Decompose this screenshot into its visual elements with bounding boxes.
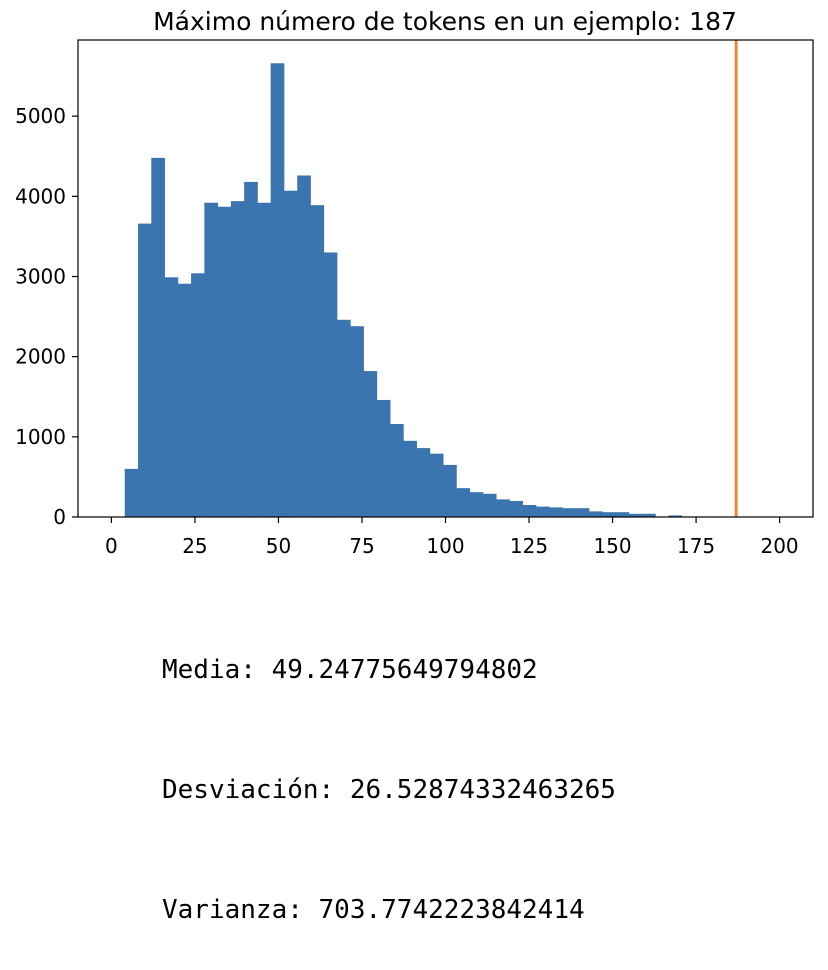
histogram-bar (496, 499, 510, 517)
histogram-bar (270, 63, 285, 517)
histogram-bar (217, 206, 232, 517)
histogram-bar (350, 326, 364, 517)
histogram-bar (535, 506, 550, 517)
histogram-bar (615, 512, 630, 517)
histogram-bar (177, 283, 192, 517)
histogram-bar (628, 513, 643, 517)
histogram-bar (482, 493, 497, 517)
histogram-bar (416, 448, 431, 517)
histogram-bar (390, 424, 404, 517)
x-tick-label: 50 (266, 534, 291, 558)
histogram-bar (642, 513, 656, 517)
histogram-bar (562, 508, 577, 517)
histogram-bar (429, 453, 444, 517)
histogram-bar (204, 202, 219, 518)
histogram-bar (138, 223, 152, 517)
x-tick-label: 100 (426, 534, 464, 558)
histogram-bar (549, 507, 563, 517)
histogram-bar (230, 201, 245, 517)
y-tick-label: 5000 (15, 104, 66, 128)
histogram-bar (456, 488, 471, 517)
histogram-bar (363, 371, 378, 517)
histogram-bar (244, 181, 258, 517)
y-axis: 0 1000 2000 3000 4000 5000 (15, 104, 78, 529)
histogram-bar (588, 511, 603, 517)
mean-text: Media: 49.24775649794802 (162, 655, 538, 685)
histogram-bar (151, 157, 165, 517)
histogram-bar (509, 500, 524, 517)
y-tick-label: 0 (53, 505, 66, 529)
chart-title: Máximo número de tokens en un ejemplo: 1… (153, 7, 737, 36)
y-tick-label: 2000 (15, 345, 66, 369)
histogram-bar (443, 464, 457, 517)
x-tick-label: 75 (349, 534, 374, 558)
y-tick-label: 4000 (15, 184, 66, 208)
histogram-bar (191, 273, 205, 517)
histogram-bar (602, 512, 616, 517)
histogram-chart: Máximo número de tokens en un ejemplo: 1… (15, 7, 814, 558)
histogram-bar (310, 205, 325, 517)
histogram-bar (257, 202, 272, 518)
x-tick-label: 175 (677, 534, 715, 558)
y-tick-label: 3000 (15, 264, 66, 288)
variance-text: Varianza: 703.7742223842414 (162, 895, 585, 925)
histogram-bar (469, 492, 484, 517)
y-tick-label: 1000 (15, 425, 66, 449)
histogram-bar (336, 319, 351, 517)
histogram-bar (323, 252, 338, 517)
x-tick-label: 125 (510, 534, 548, 558)
x-tick-label: 0 (105, 534, 118, 558)
histogram-bar (283, 190, 298, 517)
std-dev-text: Desviación: 26.52874332463265 (162, 775, 616, 805)
histogram-bars (124, 63, 683, 518)
histogram-bar (297, 175, 311, 518)
x-tick-label: 25 (182, 534, 207, 558)
histogram-bar (575, 508, 590, 517)
histogram-bar (164, 277, 179, 517)
x-tick-label: 150 (593, 534, 631, 558)
histogram-bar (376, 399, 391, 517)
histogram-bar (124, 468, 139, 517)
histogram-bar (522, 504, 537, 517)
x-tick-label: 200 (760, 534, 798, 558)
histogram-bar (668, 515, 683, 517)
histogram-bar (403, 440, 417, 517)
stats-output: Media: 49.24775649794802 Desviación: 26.… (162, 570, 616, 970)
x-axis: 0 25 50 75 100 125 150 175 200 (105, 517, 799, 558)
